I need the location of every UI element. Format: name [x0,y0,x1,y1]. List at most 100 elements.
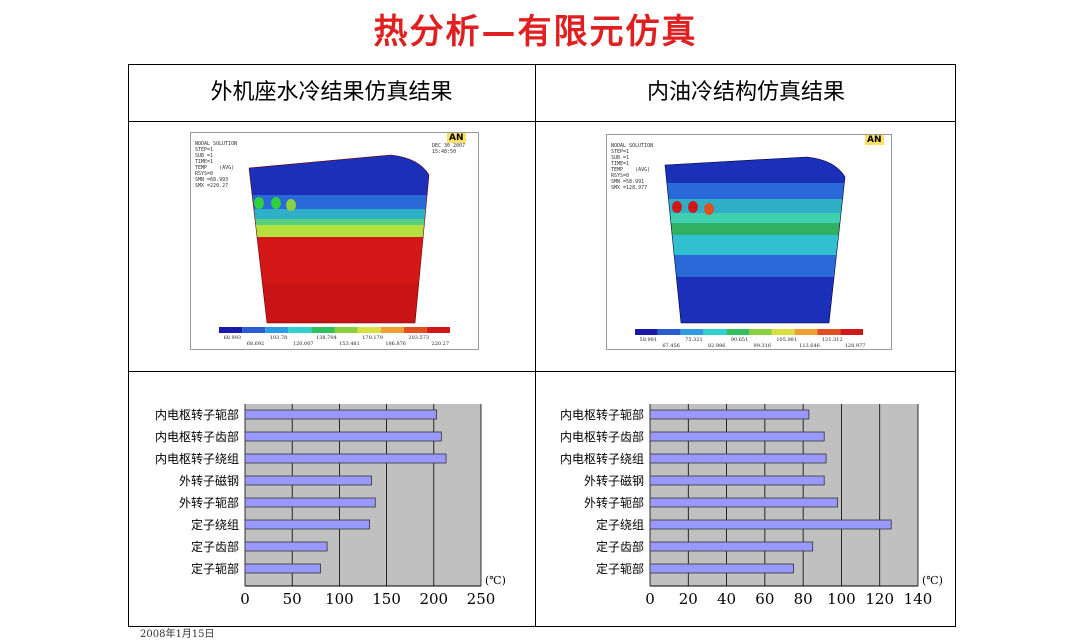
category-label: 定子轭部 [596,561,644,576]
category-label: 外转子轭部 [584,495,644,510]
bar [244,453,447,464]
footnote-date: 2008年1月15日 [140,629,215,640]
plot-area [245,404,481,586]
x-tick-label: 20 [679,590,698,608]
sim-date-text: DEC 30 2007 15:48:50 [432,143,466,155]
plot-area [650,404,918,586]
left-panel-header: 外机座水冷结果仿真结果 [210,80,453,105]
legend-swatch [771,329,795,335]
bar [649,431,825,442]
legend-label: 68.692 [247,341,265,347]
legend-swatch [403,327,427,333]
category-label: 内电枢转子轭部 [155,407,239,422]
left-bar-chart: 0 50 100 150 200 250 内电枢转子轭部内电枢转子齿部内电枢转子绕组外转子磁… [155,404,506,608]
legend-label: 186.876 [385,341,406,347]
legend-label: 90.651 [731,337,749,343]
x-tick-label: 80 [794,590,813,608]
category-label: 定子齿部 [191,539,239,554]
legend-label: 99.316 [754,343,772,349]
legend-label: 153.481 [339,341,360,347]
x-tick-label: 0 [645,590,655,608]
left-color-legend: 68.993 103.78 138.704 170.179 203.573 68.692 1… [219,327,450,347]
category-label: 外转子磁钢 [584,473,644,488]
bar [649,541,814,552]
bar [244,519,371,530]
legend-label: 68.993 [224,335,242,341]
x-tick-label: 150 [372,590,401,608]
legend-label: 103.78 [270,335,288,341]
category-label: 定子轭部 [191,561,239,576]
legend-swatch [840,329,863,335]
bar [649,453,827,464]
table-divider-header [128,121,956,122]
category-label: 外转子磁钢 [179,473,239,488]
sim-info-text: NODAL SOLUTION STEP=1 SUB =1 TIME=1 TEMP… [611,143,654,191]
x-tick-label: 100 [325,590,354,608]
bar [649,563,794,574]
legend-swatch [657,329,681,335]
legend-label: 82.986 [708,343,726,349]
bar [244,409,438,420]
legend-swatch [817,329,841,335]
right-bar-chart: 0 20 40 60 80 100 120 140 内电枢转子轭部内电枢转子齿部内电枢转子绕组外… [560,404,943,608]
legend-swatch [242,327,266,333]
legend-label: 105.981 [776,337,797,343]
legend-label: 75.321 [685,337,703,343]
legend-swatch [794,329,818,335]
legend-swatch [265,327,289,333]
x-tick-label: 200 [419,590,448,608]
legend-swatch [680,329,704,335]
x-tick-label: 100 [827,590,856,608]
sim-info-text: NODAL SOLUTION STEP=1 SUB =1 TIME=1 TEMP… [195,141,238,189]
ansys-logo: AN [865,135,884,145]
legend-swatch [749,329,772,335]
legend-label: 58.991 [640,337,658,343]
legend-label: 138.704 [316,335,337,341]
right-simulation-image: NODAL SOLUTION STEP=1 SUB =1 TIME=1 TEMP… [606,134,892,350]
results-table [128,64,956,627]
category-label: 内电枢转子轭部 [560,407,644,422]
legend-swatch [357,327,381,333]
x-tick-label: 140 [904,590,933,608]
legend-label: 121.312 [822,337,843,343]
legend-label: 120.007 [293,341,314,347]
category-label: 外转子轭部 [179,495,239,510]
legend-swatch [726,329,749,335]
bar [649,497,839,508]
legend-swatch [334,327,358,333]
left-temperature-model [248,154,430,324]
table-divider-middle [128,371,956,372]
bar [649,475,825,486]
right-panel-header: 内油冷结构仿真结果 [646,80,845,105]
right-temperature-model [664,156,846,324]
category-label: 内电枢转子绕组 [560,451,644,466]
unit-label: (℃) [485,574,506,587]
legend-swatch [380,327,404,333]
bar [244,563,321,574]
bar [244,541,328,552]
legend-label: 220.27 [432,341,450,347]
legend-label: 67.456 [662,343,680,349]
legend-label: 203.573 [408,335,429,341]
table-divider-vertical [535,64,536,627]
left-simulation-image: NODAL SOLUTION STEP=1 SUB =1 TIME=1 TEMP… [190,132,479,350]
x-tick-label: 50 [283,590,302,608]
page-title: 热分析—有限元仿真 [373,12,698,52]
bar [244,497,376,508]
x-tick-label: 40 [717,590,736,608]
category-label: 定子绕组 [596,517,644,532]
category-label: 内电枢转子齿部 [560,429,644,444]
legend-swatch [703,329,727,335]
bar [649,409,810,420]
bar [244,475,372,486]
legend-swatch [311,327,335,333]
legend-swatch [635,329,658,335]
x-tick-label: 250 [467,590,496,608]
category-label: 定子绕组 [191,517,239,532]
unit-label: (℃) [922,574,943,587]
legend-swatch [288,327,312,333]
category-label: 内电枢转子绕组 [155,451,239,466]
bar [244,431,442,442]
legend-swatch [219,327,243,333]
legend-label: 170.179 [362,335,383,341]
